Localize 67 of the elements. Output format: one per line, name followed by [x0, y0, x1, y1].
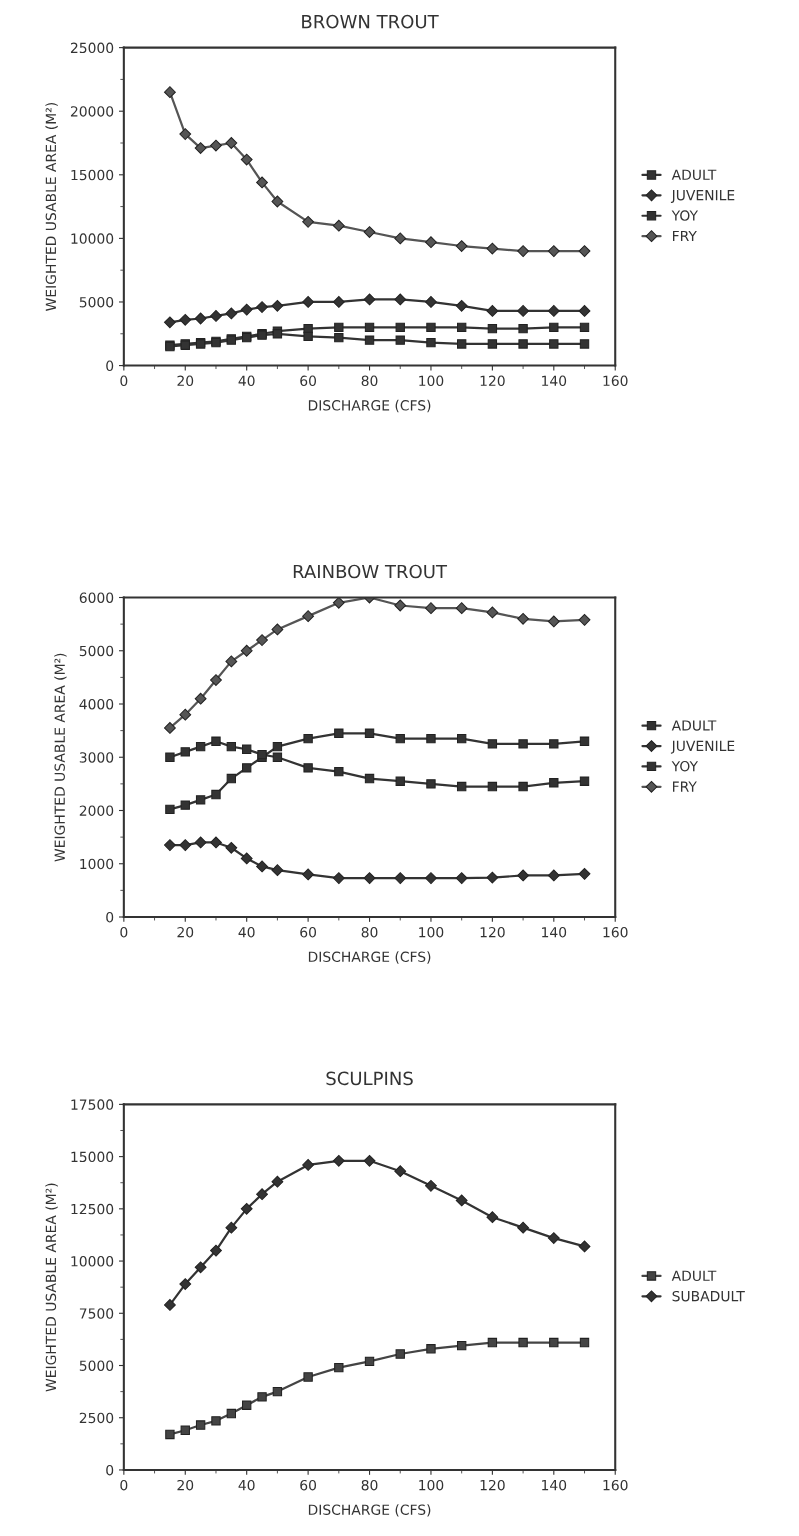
x-tick-label: 100 — [419, 375, 444, 387]
x-tick-label: 160 — [603, 375, 628, 387]
x-tick-label: 40 — [238, 375, 255, 387]
y-tick-label: 4000 — [79, 698, 114, 710]
legend-label: ADULT — [671, 169, 717, 181]
legend-label: JUVENILE — [670, 190, 735, 204]
y-axis-title: WEIGHTED USABLE AREA (M²) — [54, 653, 67, 862]
x-tick-label: 140 — [542, 375, 567, 387]
x-tick-label: 120 — [480, 375, 505, 387]
y-tick-label: 0 — [106, 911, 114, 923]
y-tick-label: 2500 — [79, 1412, 114, 1424]
legend-label: ADULT — [671, 720, 717, 731]
x-tick-label: 60 — [300, 1479, 317, 1491]
y-tick-label: 1000 — [80, 858, 114, 870]
x-tick-label: 40 — [238, 1479, 255, 1491]
y-tick-label: 15000 — [71, 169, 114, 181]
x-tick-label: 160 — [603, 926, 628, 938]
y-tick-label: 15000 — [71, 1151, 114, 1163]
x-tick-label: 20 — [177, 926, 194, 938]
x-tick-label: 20 — [177, 375, 194, 387]
y-tick-label: 3000 — [79, 752, 114, 763]
x-tick-label: 120 — [480, 926, 505, 938]
y-tick-label: 0 — [106, 360, 114, 372]
x-axis-title: DISCHARGE (CFS) — [308, 399, 431, 413]
x-tick-label: 160 — [603, 1479, 628, 1491]
chart-title: RAINBOW TROUT — [293, 564, 448, 579]
legend-label: YOY — [671, 210, 699, 221]
x-tick-label: 80 — [361, 375, 378, 387]
x-tick-label: 60 — [300, 375, 317, 387]
legend-label: FRY — [673, 230, 697, 241]
x-tick-label: 60 — [300, 926, 317, 938]
x-tick-label: 0 — [120, 926, 128, 938]
x-axis-title: DISCHARGE (CFS) — [308, 1504, 431, 1517]
x-tick-label: 140 — [542, 1479, 567, 1491]
y-tick-label: 7500 — [79, 1308, 114, 1319]
y-tick-label: 5000 — [79, 296, 114, 308]
y-tick-label: 5000 — [79, 645, 114, 657]
chart-title: BROWN TROUT — [302, 14, 439, 29]
x-tick-label: 120 — [480, 1479, 505, 1491]
legend-label: ADULT — [671, 1270, 717, 1281]
x-axis-title: DISCHARGE (CFS) — [308, 951, 431, 964]
x-tick-label: 100 — [419, 1479, 444, 1491]
x-tick-label: 100 — [419, 926, 444, 938]
y-axis-title: WEIGHTED USABLE AREA (M²) — [45, 102, 58, 311]
x-tick-label: 0 — [120, 1479, 128, 1491]
y-tick-label: 25000 — [70, 42, 114, 54]
y-tick-label: 2000 — [79, 805, 114, 816]
y-tick-label: 17500 — [71, 1099, 114, 1110]
y-tick-label: 12500 — [71, 1203, 114, 1215]
chart-title: SCULPINS — [326, 1071, 413, 1086]
legend-label: FRY — [673, 781, 697, 792]
y-tick-label: 10000 — [71, 233, 114, 244]
y-tick-label: 10000 — [71, 1256, 114, 1267]
x-tick-label: 140 — [542, 926, 567, 938]
x-tick-label: 80 — [361, 926, 378, 938]
legend-label: JUVENILE — [670, 740, 735, 754]
legend-label: SUBADULT — [672, 1290, 745, 1302]
y-axis-title: WEIGHTED USABLE AREA (M²) — [45, 1183, 58, 1392]
x-tick-label: 80 — [361, 1479, 378, 1491]
x-tick-label: 0 — [120, 375, 128, 387]
x-tick-label: 40 — [238, 926, 255, 938]
legend-label: YOY — [671, 760, 699, 772]
y-tick-label: 6000 — [79, 592, 114, 603]
y-tick-label: 5000 — [79, 1360, 114, 1371]
x-tick-label: 20 — [177, 1479, 194, 1491]
y-tick-label: 20000 — [70, 106, 114, 117]
y-tick-label: 0 — [106, 1464, 114, 1476]
